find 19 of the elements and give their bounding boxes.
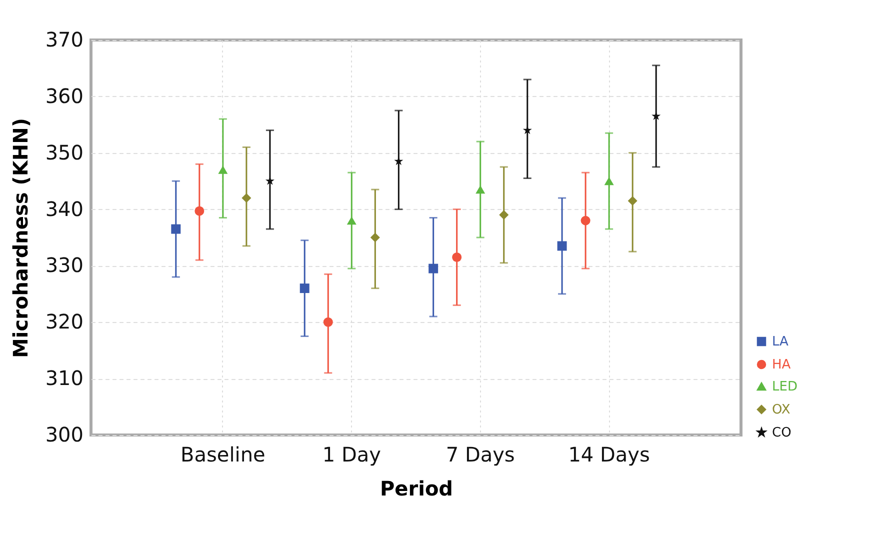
x-axis-title: Period: [380, 476, 453, 500]
y-tick-label: 300: [45, 422, 84, 446]
legend-label: LA: [772, 334, 789, 350]
y-tick-label: 340: [45, 196, 84, 221]
legend-label: HA: [772, 358, 791, 372]
y-tick-label: 370: [45, 28, 84, 52]
y-tick-label: 330: [45, 253, 84, 278]
x-tick-label: Baseline: [180, 442, 266, 466]
legend-label: CO: [772, 426, 792, 440]
y-axis-title: Microhardness (KHN): [8, 118, 32, 358]
y-tick-label: 360: [45, 84, 84, 108]
y-tick-label: 310: [45, 366, 84, 390]
y-tick-label: 350: [45, 140, 84, 164]
x-tick-label: 1 Day: [322, 442, 382, 466]
legend-label: LED: [772, 380, 798, 394]
x-tick-label: 7 Days: [446, 442, 515, 466]
x-tick-label: 14 Days: [568, 442, 650, 466]
y-tick-label: 320: [45, 310, 84, 334]
legend-label: OX: [772, 402, 790, 418]
